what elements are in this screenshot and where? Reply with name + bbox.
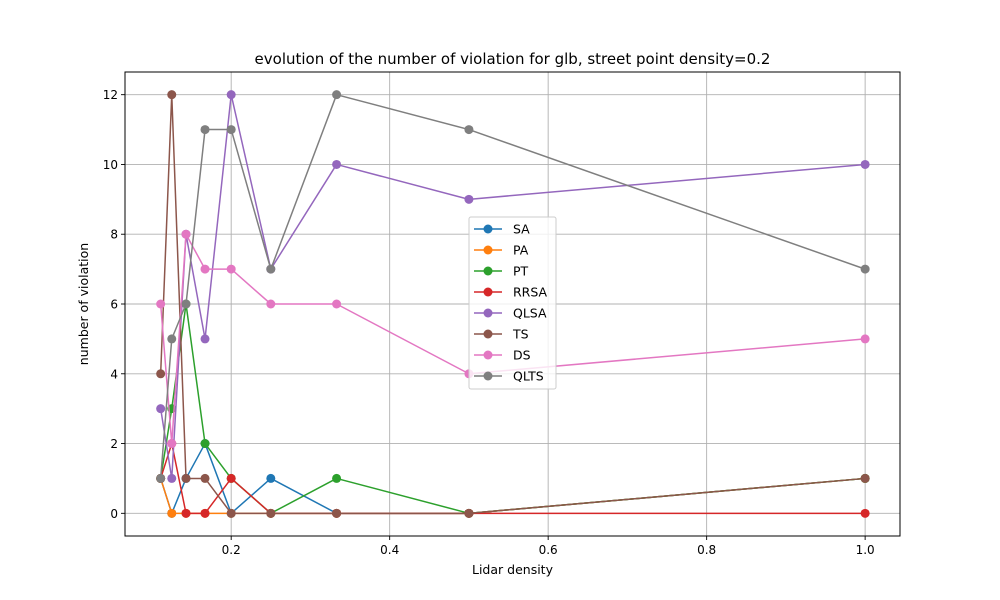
data-point-qlsa bbox=[156, 404, 166, 414]
legend-label: PT bbox=[513, 264, 529, 279]
data-point-qlsa bbox=[200, 334, 210, 344]
x-tick-label: 0.6 bbox=[539, 543, 558, 557]
data-point-ts bbox=[181, 473, 191, 483]
y-tick-label: 8 bbox=[110, 228, 118, 242]
legend-box bbox=[468, 216, 557, 390]
legend-label: RRSA bbox=[513, 285, 548, 300]
data-point-ts bbox=[332, 508, 342, 518]
x-tick-label: 1.0 bbox=[856, 543, 875, 557]
series-qlts bbox=[156, 90, 870, 483]
y-tick-label: 4 bbox=[110, 367, 118, 381]
data-point-ds bbox=[200, 264, 210, 274]
data-point-pt bbox=[200, 439, 210, 449]
chart-title: evolution of the number of violation for… bbox=[255, 50, 771, 68]
data-point-sa bbox=[266, 473, 276, 483]
y-axis-label: number of violation bbox=[76, 243, 91, 365]
legend-item-pa: PA bbox=[474, 243, 529, 258]
legend-item-ts: TS bbox=[474, 327, 529, 342]
data-point-rrsa bbox=[200, 508, 210, 518]
x-tick-label: 0.4 bbox=[380, 543, 399, 557]
data-point-qlts bbox=[181, 299, 191, 309]
data-point-ts bbox=[860, 473, 870, 483]
data-point-qlsa bbox=[167, 473, 177, 483]
legend-label: TS bbox=[512, 327, 529, 342]
data-point-qlts bbox=[167, 334, 177, 344]
data-point-ts bbox=[226, 508, 236, 518]
legend-item-qlsa: QLSA bbox=[474, 306, 547, 321]
legend-label: DS bbox=[513, 348, 531, 363]
legend: SA PA PT RRSA QLSA TS DS QLTS bbox=[468, 216, 557, 390]
data-point-ds bbox=[181, 229, 191, 239]
legend-marker bbox=[483, 350, 493, 360]
data-point-pa bbox=[167, 508, 177, 518]
data-point-qlts bbox=[266, 264, 276, 274]
data-point-ds bbox=[332, 299, 342, 309]
data-point-qlts bbox=[332, 90, 342, 100]
data-point-qlsa bbox=[226, 90, 236, 100]
data-point-qlts bbox=[156, 473, 166, 483]
legend-label: QLTS bbox=[513, 369, 544, 384]
legend-label: PA bbox=[513, 243, 529, 258]
y-tick-label: 6 bbox=[110, 298, 118, 312]
legend-item-qlts: QLTS bbox=[474, 369, 544, 384]
data-point-ds bbox=[156, 299, 166, 309]
data-point-qlsa bbox=[464, 194, 474, 204]
data-point-pt bbox=[332, 473, 342, 483]
x-tick-label: 0.2 bbox=[222, 543, 241, 557]
data-point-ts bbox=[167, 90, 177, 100]
y-tick-label: 10 bbox=[103, 158, 118, 172]
y-tick-label: 0 bbox=[110, 507, 118, 521]
legend-marker bbox=[483, 224, 493, 234]
y-tick-label: 2 bbox=[110, 437, 118, 451]
data-point-qlsa bbox=[860, 159, 870, 169]
legend-label: SA bbox=[513, 222, 530, 237]
data-point-ds bbox=[860, 334, 870, 344]
data-point-qlts bbox=[464, 125, 474, 135]
data-point-ds bbox=[167, 439, 177, 449]
data-point-ts bbox=[266, 508, 276, 518]
legend-item-pt: PT bbox=[474, 264, 529, 279]
data-point-qlts bbox=[226, 125, 236, 135]
x-tick-label: 0.8 bbox=[697, 543, 716, 557]
legend-item-ds: DS bbox=[474, 348, 531, 363]
legend-marker bbox=[483, 371, 493, 381]
series-layer bbox=[156, 90, 870, 518]
data-point-qlts bbox=[200, 125, 210, 135]
axis-ticks: 0.2 0.4 0.6 0.8 1.0 0 2 4 6 8 10 12 bbox=[103, 88, 875, 557]
data-point-ts bbox=[156, 369, 166, 379]
data-point-qlsa bbox=[332, 159, 342, 169]
x-axis-label: Lidar density bbox=[472, 562, 554, 577]
y-tick-label: 12 bbox=[103, 88, 118, 102]
data-point-ts bbox=[200, 473, 210, 483]
data-point-rrsa bbox=[181, 508, 191, 518]
legend-label: QLSA bbox=[513, 306, 547, 321]
data-point-rrsa bbox=[860, 508, 870, 518]
legend-marker bbox=[483, 329, 493, 339]
data-point-qlts bbox=[860, 264, 870, 274]
legend-marker bbox=[483, 287, 493, 297]
data-point-ts bbox=[464, 508, 474, 518]
legend-item-sa: SA bbox=[474, 222, 530, 237]
legend-item-rrsa: RRSA bbox=[474, 285, 548, 300]
legend-marker bbox=[483, 308, 493, 318]
data-point-ds bbox=[226, 264, 236, 274]
legend-marker bbox=[483, 266, 493, 276]
series-ts bbox=[156, 90, 870, 518]
data-point-ds bbox=[266, 299, 276, 309]
legend-marker bbox=[483, 245, 493, 255]
data-point-rrsa bbox=[226, 473, 236, 483]
series-ds bbox=[156, 229, 870, 449]
